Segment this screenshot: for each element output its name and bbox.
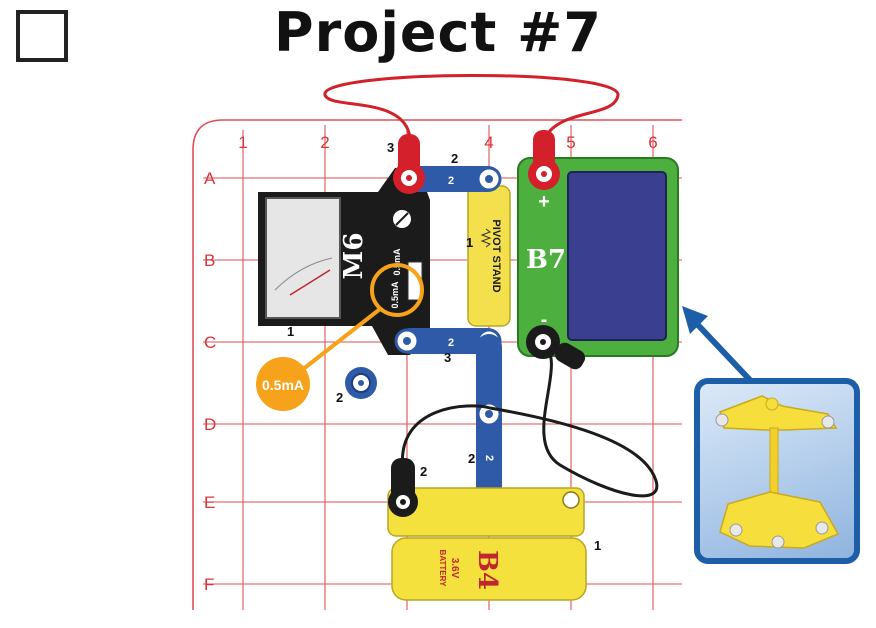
red-jumper-wire — [323, 74, 620, 139]
meter-face — [265, 197, 341, 319]
page-title: Project #7 — [274, 1, 602, 64]
solar-minus: - — [541, 309, 548, 331]
pivot-stand-photo — [715, 395, 840, 549]
meter-m6: M6 0.5mA 0.5mA — [258, 168, 430, 355]
battery-label: B4 — [472, 550, 502, 590]
meter-scale-text: 0.5mA — [392, 248, 402, 276]
red-clip-left — [393, 134, 425, 194]
wire-a-level: 2 — [451, 151, 458, 166]
wire-c-level: 3 — [444, 350, 451, 365]
battery-level: 1 — [594, 538, 601, 553]
meter-level: 1 — [287, 324, 294, 339]
black-clip-battery — [388, 458, 418, 517]
pivot-level: 1 — [466, 235, 473, 250]
col-label: 6 — [648, 133, 657, 152]
row-label: F — [204, 575, 214, 594]
meter-range-text: 0.5mA — [390, 281, 400, 309]
solar-cell-b7: B7 + - — [517, 157, 679, 357]
row-label: D — [204, 415, 216, 434]
solar-panel — [567, 171, 667, 341]
pivot-stand-photo-inset — [694, 378, 860, 564]
col-label: 4 — [484, 133, 493, 152]
pivot-label: PIVOT STAND — [490, 219, 502, 292]
solar-plus: + — [538, 191, 550, 213]
row-label: C — [204, 333, 216, 352]
col-label: 2 — [320, 133, 329, 152]
project-checkbox[interactable] — [16, 10, 68, 62]
black-clip-solar — [526, 325, 586, 370]
wire-number: 2 — [448, 337, 454, 349]
meter-label: M6 — [339, 233, 369, 280]
pivot-stand: PIVOT STAND — [467, 185, 511, 327]
row-label: B — [204, 251, 215, 270]
solar-label: B7 — [526, 245, 566, 275]
callout-text: 0.5mA — [262, 377, 304, 393]
meter-needle — [289, 269, 331, 296]
meter-top-level: 3 — [387, 140, 394, 155]
blue-wire-vertical: 2 — [476, 334, 502, 515]
black-jumper-wire — [401, 343, 659, 498]
battery-b4: B4 3.6V BATTERY — [387, 487, 587, 601]
meter-callout: 0.5mA — [256, 263, 424, 411]
battery-jumper-level: 2 — [420, 464, 427, 479]
row-label: A — [204, 169, 216, 188]
single-snap — [345, 367, 377, 399]
single-snap-level: 2 — [336, 390, 343, 405]
col-label: 5 — [566, 133, 575, 152]
wire-number: 2 — [483, 455, 495, 461]
row-label: E — [204, 493, 215, 512]
wire-number: 2 — [448, 175, 454, 187]
inset-arrow — [682, 306, 753, 383]
battery-voltage: 3.6V — [449, 558, 460, 579]
col-label: 1 — [238, 133, 247, 152]
red-clip-right — [528, 130, 560, 190]
battery-type: BATTERY — [438, 550, 447, 588]
vertical-wire-level: 2 — [468, 451, 475, 466]
